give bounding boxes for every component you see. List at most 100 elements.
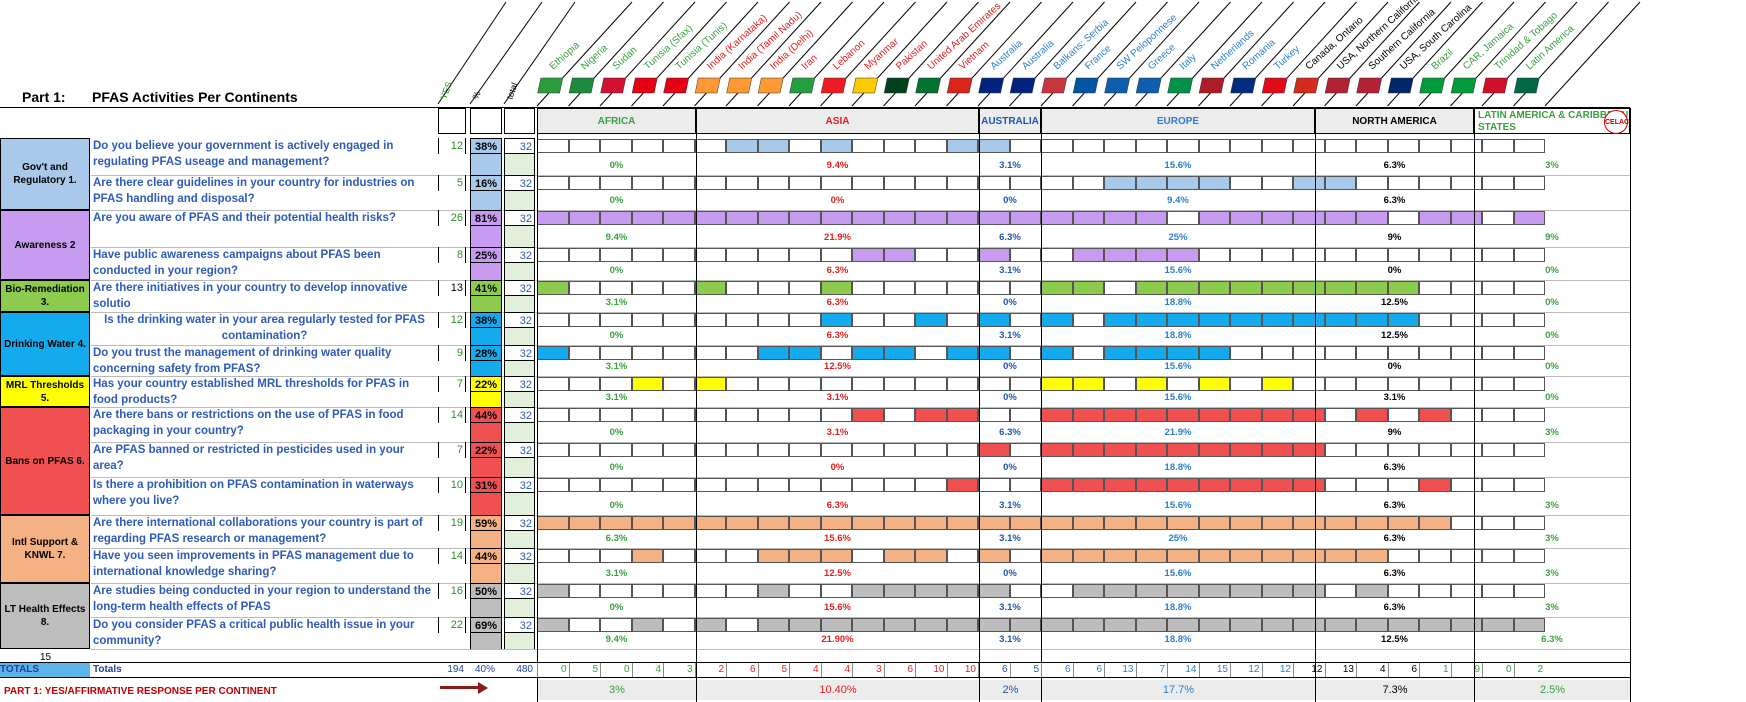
continent-percent: 15.6%: [1164, 160, 1192, 171]
response-cell: [1198, 248, 1230, 262]
total-fill: [504, 458, 535, 477]
response-cell: [1009, 408, 1041, 422]
flag-icon: [568, 77, 595, 94]
total-yes: 194: [447, 664, 464, 675]
response-cell: [537, 549, 569, 563]
response-cell: [1167, 211, 1199, 225]
response-cell: [1482, 516, 1514, 530]
response-cell: [852, 281, 884, 295]
response-cell: [946, 478, 978, 492]
response-cell: [820, 618, 852, 632]
category-label: Awareness 2: [0, 210, 90, 280]
response-cell: [883, 176, 915, 190]
response-cell: [1104, 584, 1136, 598]
continent-percent: 3%: [1545, 533, 1559, 544]
response-cell: [1482, 248, 1514, 262]
response-cell: [946, 313, 978, 327]
question-text: Are there bans or restrictions on the us…: [93, 409, 404, 437]
response-cell: [1230, 139, 1262, 153]
response-cell: [1419, 584, 1451, 598]
continent-header: EUROPE: [1041, 108, 1315, 134]
flag-icon: [1230, 77, 1257, 94]
yes-count: 7: [438, 442, 466, 458]
flag-icon: [1261, 77, 1288, 94]
percent-fill: [470, 599, 502, 617]
response-cell: [631, 248, 663, 262]
response-cell: [820, 281, 852, 295]
response-cell: [1009, 139, 1041, 153]
continent-header: AUSTRALIA: [979, 108, 1041, 134]
response-cell: [1482, 176, 1514, 190]
response-cell: [600, 478, 632, 492]
response-cell: [1419, 139, 1451, 153]
continent-percent: 15.6%: [1164, 568, 1192, 579]
response-cell: [1041, 618, 1073, 632]
response-cell: [1450, 549, 1482, 563]
yes-count: 14: [438, 407, 466, 423]
response-cell: [1450, 139, 1482, 153]
continent-percent: 9.4%: [826, 160, 849, 171]
total-fill: [504, 154, 535, 175]
response-cell: [631, 516, 663, 530]
response-cell: [1167, 584, 1199, 598]
continent-percent: 18.8%: [1164, 602, 1192, 613]
response-cell: [1104, 346, 1136, 360]
flag-icon: [1356, 77, 1383, 94]
continent-divider: [979, 108, 980, 702]
response-cell: [1135, 281, 1167, 295]
header-bottom-border: [0, 107, 1630, 108]
continent-percent: 9%: [1545, 232, 1559, 243]
response-cell: [757, 176, 789, 190]
response-cell: [1482, 549, 1514, 563]
response-cell: [1072, 313, 1104, 327]
response-cell: [1324, 478, 1356, 492]
response-cell: [1356, 549, 1388, 563]
question-text: Are you aware of PFAS and their potentia…: [93, 212, 396, 224]
response-cell: [1482, 139, 1514, 153]
response-cell: [726, 618, 758, 632]
response-cell: [1135, 139, 1167, 153]
response-cell: [568, 408, 600, 422]
response-cell: [1261, 281, 1293, 295]
response-cell: [537, 139, 569, 153]
response-cell: [663, 281, 695, 295]
response-cell: [1104, 377, 1136, 391]
response-cell: [537, 584, 569, 598]
continent-percent: 6.3%: [1383, 533, 1406, 544]
country-total: 2: [1513, 663, 1546, 677]
response-cell: [1293, 139, 1325, 153]
response-cell: [820, 408, 852, 422]
response-cell: [1104, 139, 1136, 153]
response-cell: [1041, 408, 1073, 422]
country-total: 12: [1293, 663, 1325, 677]
response-cell: [631, 377, 663, 391]
header-cell: [470, 108, 502, 134]
response-cell: [757, 584, 789, 598]
response-cell: [757, 516, 789, 530]
response-cell: [600, 313, 632, 327]
country-total: 12: [1230, 663, 1262, 677]
response-cell: [757, 281, 789, 295]
continent-percent: 0%: [1003, 568, 1017, 579]
total-percent: 40%: [474, 664, 495, 675]
question-text: Do you believe your government is active…: [93, 140, 394, 168]
response-cell: [852, 313, 884, 327]
continent-percent: 0%: [1387, 361, 1402, 372]
response-cell: [1135, 248, 1167, 262]
row-divider: [91, 515, 1630, 516]
category-label: Gov't and Regulatory 1.: [0, 138, 90, 210]
response-cell: [537, 516, 569, 530]
continent-percent: 25%: [1168, 232, 1188, 243]
response-cell: [1135, 211, 1167, 225]
row-divider: [91, 617, 1630, 618]
response-cell: [1072, 549, 1104, 563]
total-fill: [504, 531, 535, 548]
response-cell: [600, 176, 632, 190]
country-total: 10: [946, 663, 979, 677]
response-cell: [1324, 584, 1356, 598]
response-cell: [568, 584, 600, 598]
flag-icon: [1513, 77, 1540, 94]
category-label: Intl Support & KNWL 7.: [0, 515, 90, 583]
flag-icon: [852, 77, 879, 94]
continent-percent: 3.1%: [605, 568, 628, 579]
